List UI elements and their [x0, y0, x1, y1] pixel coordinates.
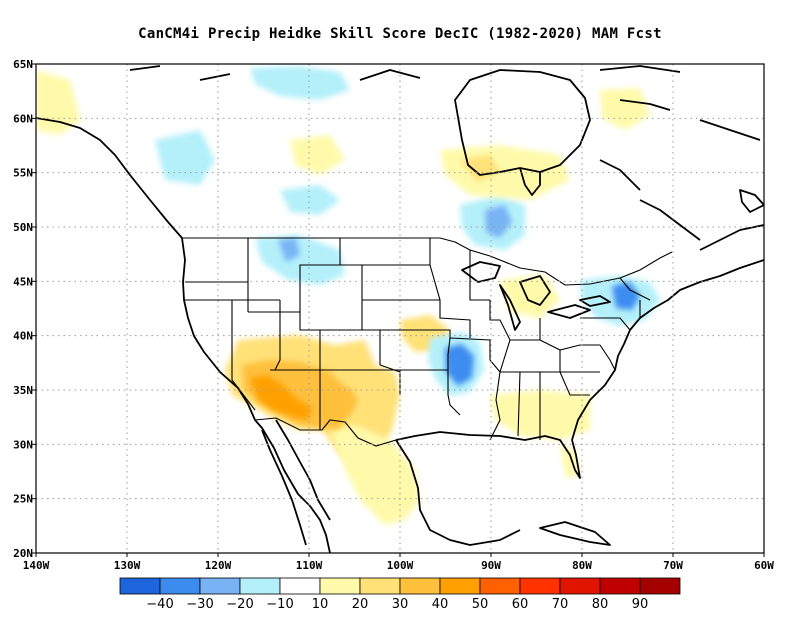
skill-score-field: [36, 66, 660, 525]
skill-region-montana-core: [278, 238, 300, 262]
legend-label: 20: [352, 597, 369, 612]
skill-region-montana: [255, 235, 345, 285]
legend-swatch: [359, 577, 401, 595]
us-canada-border: [182, 237, 673, 286]
y-tick-label: 55N: [13, 167, 33, 180]
skill-region-yellow-quebec: [600, 88, 650, 130]
legend-label: 50: [472, 597, 489, 612]
axis-ticks: 140W 130W 120W 110W 100W 90W 80W 70W 60W 20N 25N 30…: [13, 58, 774, 572]
x-tick-label: 60W: [754, 559, 774, 572]
legend-swatch: [439, 577, 481, 595]
coastline-baja: [261, 429, 307, 546]
skill-region-canada-north: [250, 66, 350, 100]
x-tick-label: 80W: [572, 559, 592, 572]
skill-region-arizona-core: [250, 375, 312, 420]
legend-label: −10: [266, 597, 293, 612]
coastline-gulf: [395, 431, 581, 546]
great-lakes: [461, 261, 611, 331]
arctic-islands: [129, 65, 761, 141]
x-tick-label: 140W: [23, 559, 50, 572]
skill-region-bc: [280, 185, 340, 215]
cuba: [539, 521, 611, 546]
legend-swatch: [199, 577, 241, 595]
legend-label: −20: [226, 597, 253, 612]
us-mexico-border: [254, 417, 397, 447]
skill-region-northeast-core: [612, 282, 640, 310]
gridlines: [36, 64, 764, 553]
legend-swatch: [279, 577, 321, 595]
map-title: CanCM4i Precip Heidke Skill Score DecIC …: [138, 26, 662, 42]
y-tick-label: 45N: [13, 275, 33, 288]
legend-swatch: [559, 577, 601, 595]
james-bay: [519, 167, 541, 196]
legend-label: 60: [512, 597, 529, 612]
y-tick-label: 60N: [13, 112, 33, 125]
legend-label: −30: [186, 597, 213, 612]
skill-region-canada-northwest: [155, 130, 215, 185]
coastline-west: [36, 117, 331, 553]
legend-label: 30: [392, 597, 409, 612]
legend-label: 40: [432, 597, 449, 612]
state-borders: [182, 237, 673, 447]
legend-label: −40: [146, 597, 173, 612]
x-tick-label: 70W: [663, 559, 683, 572]
x-tick-label: 100W: [387, 559, 414, 572]
y-tick-label: 35N: [13, 384, 33, 397]
legend-swatch: [479, 577, 521, 595]
skill-region-missouri-core: [445, 344, 474, 386]
skill-region-new-mexico: [332, 388, 358, 412]
legend-swatch: [159, 577, 201, 595]
y-tick-label: 65N: [13, 58, 33, 71]
legend-label: 10: [312, 597, 329, 612]
legend-swatch: [319, 577, 361, 595]
skill-region-mexico: [330, 425, 420, 525]
y-tick-label: 50N: [13, 221, 33, 234]
legend-swatch: [599, 577, 641, 595]
y-tick-label: 20N: [13, 547, 33, 560]
legend-swatch: [399, 577, 441, 595]
skill-region-yellow-canada-mid: [460, 155, 500, 182]
skill-region-yellow-greatlakes: [500, 275, 560, 318]
skill-region-ontario-core: [485, 205, 512, 238]
x-tick-label: 110W: [296, 559, 323, 572]
x-tick-label: 90W: [481, 559, 501, 572]
legend-swatch: [639, 577, 681, 595]
plot-frame: [35, 63, 765, 554]
legend-swatch: [119, 577, 161, 595]
state-lines: [184, 238, 651, 441]
legend-label: 80: [592, 597, 609, 612]
coastline-canada-east: [599, 159, 764, 251]
x-tick-label: 120W: [205, 559, 232, 572]
y-tick-label: 25N: [13, 493, 33, 506]
coastline-gulf-of-california: [275, 419, 331, 521]
newfoundland: [739, 189, 764, 213]
x-tick-label: 130W: [114, 559, 141, 572]
y-tick-label: 30N: [13, 438, 33, 451]
skill-region-yellow-alberta: [290, 135, 345, 175]
legend-swatch: [519, 577, 561, 595]
y-tick-label: 40N: [13, 330, 33, 343]
coastline-east: [571, 259, 764, 441]
color-legend: −40 −30 −20 −10 10 20 30 40 50 60 70 80 90: [119, 577, 681, 612]
legend-label: 90: [632, 597, 649, 612]
legend-label: 70: [552, 597, 569, 612]
coastlines-and-borders: [36, 65, 764, 553]
legend-swatch: [239, 577, 281, 595]
hudson-bay: [454, 69, 591, 176]
